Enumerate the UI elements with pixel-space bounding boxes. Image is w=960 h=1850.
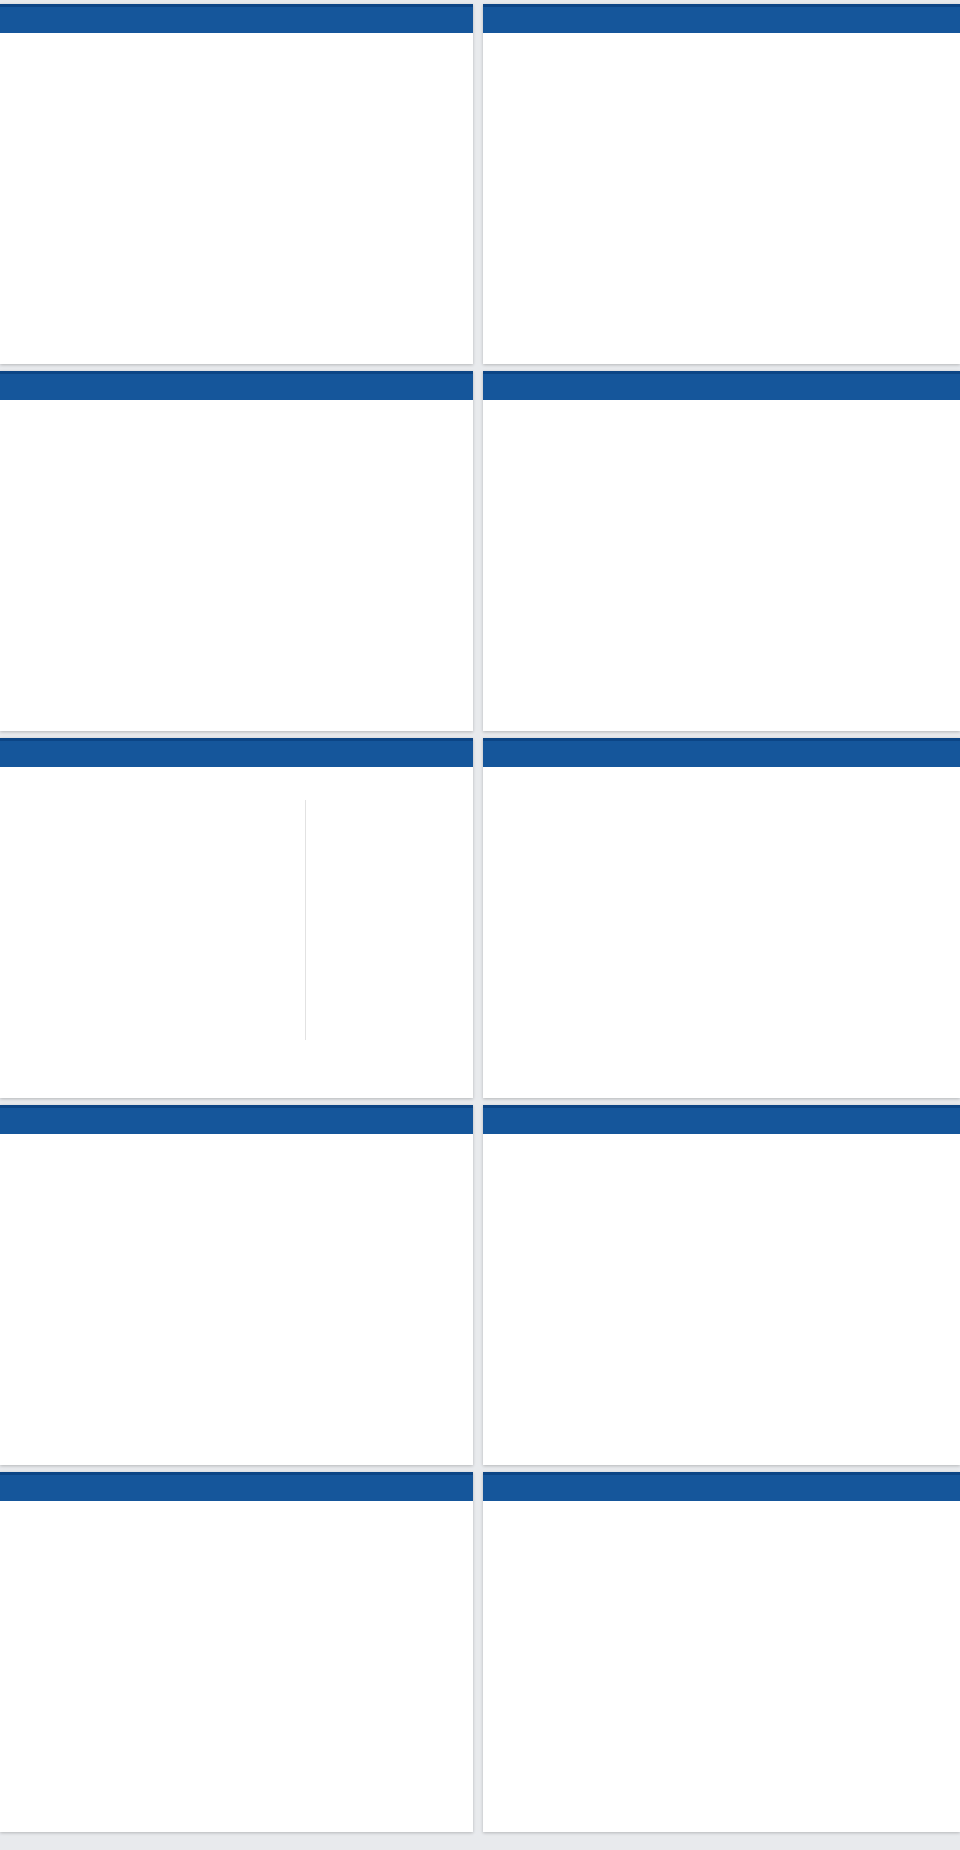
slide-footer	[498, 348, 945, 358]
grouped-bar-chart	[498, 1181, 943, 1411]
slide-thumbnail-15[interactable]	[483, 371, 960, 731]
slide-footer	[498, 715, 945, 725]
slide-header-bar	[483, 4, 960, 33]
slide-content	[0, 1504, 473, 1804]
slide-content	[483, 770, 960, 1070]
footer-site	[941, 1816, 945, 1826]
slide-footer	[15, 1082, 458, 1092]
slide-footer	[15, 715, 458, 725]
corner-block-bottom-left	[495, 1706, 633, 1713]
slide-header-bar	[0, 1105, 473, 1134]
slide-content	[483, 36, 960, 336]
slide-footer	[15, 348, 458, 358]
divider	[305, 800, 306, 1040]
slide-content	[0, 403, 473, 703]
slide-content	[0, 1137, 473, 1437]
donut-chart	[22, 826, 302, 1046]
slide-thumbnail-17[interactable]	[483, 738, 960, 1098]
slide-content	[0, 770, 473, 1070]
slide-thumbnail-13[interactable]	[483, 4, 960, 364]
stat-block	[328, 808, 466, 817]
slide-header-bar	[483, 1472, 960, 1501]
footer-site	[454, 1449, 458, 1459]
slide-footer	[498, 1449, 945, 1459]
slide-content	[0, 36, 473, 336]
corner-block-top-left	[495, 1570, 633, 1577]
slide-footer	[498, 1082, 945, 1092]
slide-footer	[15, 1449, 458, 1459]
slide-thumbnail-21[interactable]	[483, 1472, 960, 1832]
text-block	[509, 248, 711, 254]
footer-site	[454, 348, 458, 358]
footer-site	[454, 715, 458, 725]
horizontal-bar-chart	[10, 431, 328, 671]
corner-block-bottom-right	[805, 1706, 953, 1713]
parallel-columns	[483, 770, 960, 1070]
slide-header-bar	[0, 4, 473, 33]
slide-header-bar	[0, 1472, 473, 1501]
slide-header-bar	[483, 738, 960, 767]
stat-block	[328, 922, 466, 931]
bar-chart-comparison-right	[731, 62, 936, 237]
text-block	[18, 1746, 218, 1752]
slide-footer	[498, 1816, 945, 1826]
stat-block	[336, 435, 466, 444]
slide-header-bar	[483, 371, 960, 400]
corner-block-top-right	[805, 1570, 953, 1577]
text-block	[242, 1746, 457, 1752]
text-block	[831, 461, 953, 467]
text-block	[831, 561, 953, 567]
segmented-ring-diagram	[635, 1564, 805, 1734]
timeline	[0, 36, 473, 336]
footer-site	[454, 1816, 458, 1826]
slide-thumbnail-18[interactable]	[0, 1105, 473, 1465]
slide-header-bar	[0, 371, 473, 400]
footer-site	[941, 715, 945, 725]
text-block	[733, 248, 938, 254]
multi-bar-chart	[501, 453, 831, 633]
slide-thumbnail-20[interactable]	[0, 1472, 473, 1832]
slide-content	[483, 1137, 960, 1437]
slide-footer	[15, 1816, 458, 1826]
slide-header-bar	[483, 1105, 960, 1134]
slide-thumbnail-19[interactable]	[483, 1105, 960, 1465]
slide-thumbnail-12[interactable]	[0, 4, 473, 364]
stat-block	[336, 545, 466, 554]
footer-site	[941, 1082, 945, 1092]
slide-thumbnail-14[interactable]	[0, 371, 473, 731]
bar-chart-comparison-left	[507, 62, 712, 237]
footer-site	[941, 348, 945, 358]
footer-site	[454, 1082, 458, 1092]
footer-site	[941, 1449, 945, 1459]
slide-header-bar	[0, 738, 473, 767]
slide-content	[483, 1504, 960, 1804]
progress-rings	[0, 1137, 473, 1437]
slide-content	[483, 403, 960, 703]
slide-thumbnail-16[interactable]	[0, 738, 473, 1098]
cone-chart	[12, 1540, 462, 1735]
